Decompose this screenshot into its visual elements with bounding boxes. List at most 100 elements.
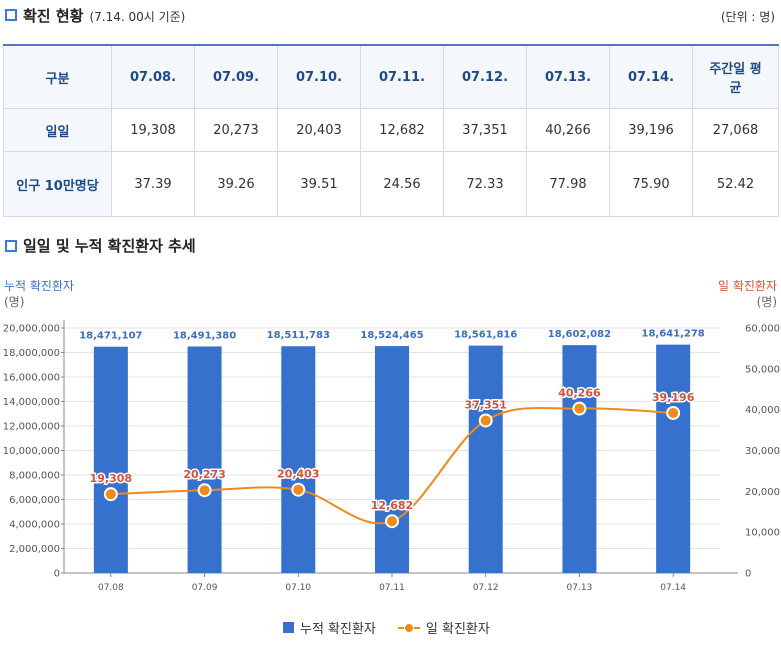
table-cell: 37,351 [443,108,527,152]
chart-legend: 누적 확진환자 일 확진환자 [283,618,490,637]
right-axis-label: 일 확진환자 [717,279,777,293]
table-header-cell: 07.11. [360,44,444,109]
x-tick-label: 07.11 [379,583,405,593]
bar [468,345,503,573]
y-left-tick-label: 14,000,000 [3,397,60,408]
table-header-cell: 주간일 평균 [692,44,779,109]
y-left-tick-label: 10,000,000 [3,446,60,457]
table-cell: 39,196 [609,108,693,152]
table-row: 일일 19,308 20,273 20,403 12,682 37,351 40… [3,108,779,152]
y-right-tick-label: 50,000 [745,364,780,375]
line-value-label: 20,273 [183,468,225,481]
status-title: 확진 현황 [23,7,84,25]
table-cell: 20,273 [194,108,278,152]
line-value-label: 20,403 [277,468,319,481]
line-point [572,401,587,416]
line-value-label: 39,196 [652,391,695,404]
trend-chart: 0 2,000,000 4,000,000 6,000,000 8,000,000 10,… [3,320,780,593]
line-value-label: 19,308 [90,472,132,485]
x-tick-label: 07.13 [567,583,593,593]
right-axis-title: 일 확진환자 (명) [718,278,777,310]
y-right-tick-label: 40,000 [745,405,780,416]
x-tick-label: 07.09 [192,583,218,593]
bar-value-label: 18,561,816 [454,330,517,341]
right-axis-unit: (명) [756,295,777,309]
y-left-tick-label: 4,000,000 [9,520,60,531]
line-point [291,482,306,497]
table-row: 인구 10만명당 37.39 39.26 39.51 24.56 72.33 7… [3,151,779,217]
x-tick-label: 07.12 [473,583,499,593]
table-cell: 37.39 [111,151,195,217]
y-right-tick-label: 60,000 [745,324,780,335]
bar [375,346,409,573]
section-title-status: 확진 현황 (7.14. 00시 기준) [23,5,185,26]
x-tick-label: 07.08 [98,583,124,593]
table-header-cell: 07.10. [277,44,361,109]
y-left-tick-label: 6,000,000 [9,495,60,506]
y-right-tick-label: 10,000 [745,528,780,539]
bar-value-label: 18,471,107 [79,331,142,342]
bar-value-label: 18,511,783 [267,330,330,341]
legend-bar-swatch [283,622,294,633]
y-left-tick-label: 0 [54,569,60,580]
bar-value-label: 18,524,465 [360,330,423,341]
unit-label: (단위 : 명) [720,10,775,24]
table-cell: 19,308 [111,108,195,152]
x-tick-label: 07.14 [660,583,686,593]
line-point [103,487,118,502]
bar [187,346,222,573]
bar [281,346,316,573]
status-subtitle: (7.14. 00시 기준) [89,10,186,24]
left-axis-title: 누적 확진환자 (명) [4,278,74,310]
row-label: 인구 10만명당 [3,151,112,217]
y-right-tick-label: 0 [745,569,751,580]
legend-bar-label: 누적 확진환자 [300,622,376,637]
y-left-tick-label: 2,000,000 [9,544,60,555]
y-right-tick-label: 30,000 [745,446,780,457]
legend-line-swatch [397,622,420,634]
table-cell: 27,068 [692,108,779,152]
table-header-cell: 07.08. [111,44,195,109]
table-cell: 52.42 [692,151,779,217]
table-header-cell: 07.12. [443,44,527,109]
table-cell: 24.56 [360,151,444,217]
section-bullet-icon [5,240,17,252]
y-left-tick-label: 16,000,000 [3,373,60,384]
table-header-cell: 07.09. [194,44,278,109]
table-cell: 77.98 [526,151,610,217]
table-header-row: 구분 07.08. 07.09. 07.10. 07.11. 07.12. 07… [3,44,779,109]
section-title-trend: 일일 및 누적 확진환자 추세 [23,237,196,255]
line-point [478,413,493,428]
table-cell: 20,403 [277,108,361,152]
table-cell: 12,682 [360,108,444,152]
table-header-cell: 구분 [3,44,112,109]
table-header-cell: 07.13. [526,44,610,109]
y-left-tick-label: 8,000,000 [9,471,60,482]
row-label: 일일 [3,108,112,152]
bar-value-label: 18,491,380 [173,330,236,341]
left-axis-unit: (명) [4,295,25,309]
legend-line-label: 일 확진환자 [425,622,490,637]
bar-value-label: 18,602,082 [548,329,611,340]
table-cell: 72.33 [443,151,527,217]
section-bullet-icon [5,9,17,21]
bar [656,344,691,573]
line-value-label: 40,266 [558,387,601,400]
line-point [197,483,212,498]
bar [562,345,597,573]
y-right-tick-label: 20,000 [745,487,780,498]
table-cell: 39.51 [277,151,361,217]
table-header-cell: 07.14. [609,44,693,109]
left-axis-label: 누적 확진환자 [4,279,75,293]
table-cell: 75.90 [609,151,693,217]
line-point [666,405,681,420]
line-value-label: 12,682 [371,499,413,512]
x-tick-label: 07.10 [285,583,311,593]
bar [93,346,128,573]
table-cell: 40,266 [526,108,610,152]
bar-value-label: 18,641,278 [642,329,705,340]
y-left-tick-label: 12,000,000 [3,422,60,433]
line-value-label: 37,351 [464,398,506,411]
table-cell: 39.26 [194,151,278,217]
stats-table: 구분 07.08. 07.09. 07.10. 07.11. 07.12. 07… [3,44,779,217]
